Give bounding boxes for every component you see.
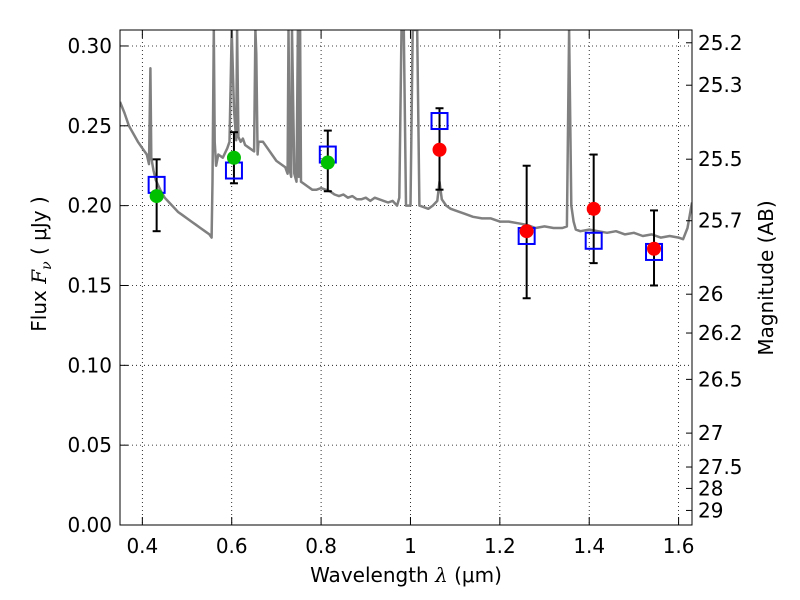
model-photometry-point bbox=[430, 112, 449, 131]
x-tick-label: 1 bbox=[404, 534, 417, 558]
y-tick-label: 0.25 bbox=[67, 114, 112, 138]
y2-tick-label: 26.2 bbox=[698, 321, 743, 345]
y2-tick-label: 25.5 bbox=[698, 147, 743, 171]
y2-tick-label: 27.5 bbox=[698, 455, 743, 479]
y2-tick-label: 25.3 bbox=[698, 73, 743, 97]
y-tick-label: 0.15 bbox=[67, 273, 112, 297]
y2-tick-label: 26.5 bbox=[698, 367, 743, 391]
y2-tick-label: 29 bbox=[698, 498, 723, 522]
observed-photometry-markers bbox=[149, 142, 662, 256]
observed-photometry-point bbox=[519, 224, 534, 239]
model-spectrum-line bbox=[120, 30, 692, 241]
observed-photometry-point bbox=[320, 155, 335, 170]
y2-tick-label: 27 bbox=[698, 421, 723, 445]
x-tick-label: 1.6 bbox=[663, 534, 695, 558]
y2-tick-label: 28 bbox=[698, 476, 723, 500]
plot-area bbox=[120, 30, 692, 300]
x-tick-labels: 0.4 0.6 0.8 1 1.2 1.4 1.6 bbox=[126, 534, 694, 558]
y-tick-label: 0.05 bbox=[67, 433, 112, 457]
observed-photometry-point bbox=[647, 241, 662, 256]
grid-lines bbox=[120, 30, 692, 526]
observed-photometry-point bbox=[432, 142, 447, 157]
x-tick-label: 0.8 bbox=[305, 534, 337, 558]
x-tick-label: 0.4 bbox=[126, 534, 158, 558]
y-tick-label: 0.00 bbox=[67, 513, 112, 537]
observed-photometry-point bbox=[149, 189, 164, 204]
y2-tick-label: 26 bbox=[698, 282, 723, 306]
y-axis-label: Flux Fν ( μJy ) bbox=[27, 196, 55, 331]
y-tick-labels: 0.00 0.05 0.10 0.15 0.20 0.25 0.30 bbox=[67, 34, 112, 537]
observed-photometry-point bbox=[226, 150, 241, 165]
axis-ticks bbox=[120, 30, 692, 526]
x-tick-label: 1.4 bbox=[573, 534, 605, 558]
y-tick-label: 0.10 bbox=[67, 353, 112, 377]
plot-frame bbox=[119, 29, 693, 526]
y2-axis-label: Magnitude (AB) bbox=[754, 200, 778, 355]
x-axis-label: Wavelength λ (μm) bbox=[310, 563, 502, 587]
y-tick-label: 0.20 bbox=[67, 194, 112, 218]
model-photometry-point bbox=[584, 231, 603, 250]
x-tick-label: 0.6 bbox=[216, 534, 248, 558]
y2-tick-label: 25.7 bbox=[698, 209, 743, 233]
y2-tick-label: 25.2 bbox=[698, 31, 743, 55]
observed-photometry-point bbox=[586, 201, 601, 216]
y-tick-label: 0.30 bbox=[67, 34, 112, 58]
x-tick-label: 1.2 bbox=[484, 534, 516, 558]
